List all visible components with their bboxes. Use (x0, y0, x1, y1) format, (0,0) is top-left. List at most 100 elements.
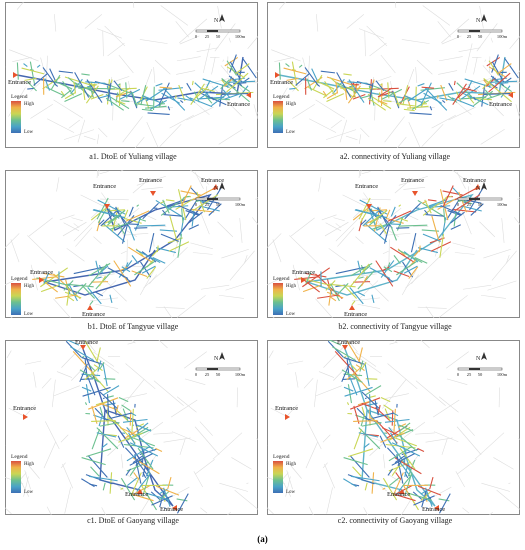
background-street (360, 434, 382, 442)
street-segment (113, 80, 123, 92)
street-segment (140, 473, 151, 487)
street-segment (164, 507, 167, 510)
street-segment (350, 475, 380, 482)
street-segment (142, 202, 159, 220)
background-street (292, 264, 300, 291)
background-street (23, 476, 29, 497)
background-street (62, 221, 87, 237)
street-segment (90, 281, 109, 283)
background-street (364, 30, 366, 57)
street-segment (381, 88, 403, 100)
street-segment (414, 256, 428, 264)
background-street (53, 298, 71, 318)
scale-label: 0 (457, 34, 460, 39)
background-street (24, 461, 40, 479)
street-segment (334, 351, 358, 377)
background-street (400, 499, 411, 515)
street-segment (350, 262, 373, 277)
street-segment (40, 284, 60, 293)
street-segment (278, 62, 281, 80)
street-segment (103, 385, 120, 396)
background-street (101, 507, 107, 515)
street-segment (457, 200, 461, 203)
background-street (346, 14, 365, 29)
street-segment (66, 291, 70, 306)
street-segment (423, 92, 443, 104)
north-arrow (219, 352, 225, 360)
street-segment (424, 209, 429, 215)
background-street (5, 233, 20, 248)
street-segment (88, 397, 119, 410)
entrance-label: Entrance (422, 506, 445, 513)
background-street (5, 507, 12, 515)
street-segment (427, 199, 437, 202)
street-segment (361, 362, 367, 370)
background-street (446, 351, 469, 369)
street-segment (347, 384, 353, 404)
street-segment (411, 99, 429, 110)
street-segment (431, 215, 440, 243)
street-segment (64, 92, 76, 100)
street-segment (155, 247, 177, 254)
street-segment (177, 234, 183, 258)
street-segment (95, 291, 104, 297)
background-street (77, 119, 86, 143)
street-segment (383, 266, 393, 273)
north-label: N (214, 186, 219, 192)
street-segment (448, 82, 454, 91)
background-street (64, 487, 71, 514)
street-segment (336, 282, 349, 296)
background-street (425, 246, 450, 271)
background-street (96, 28, 122, 39)
background-street (438, 56, 463, 62)
street-segment (151, 248, 159, 257)
street-segment (369, 210, 388, 224)
street-segment (378, 100, 388, 105)
street-segment (491, 61, 505, 83)
street-segment (504, 57, 519, 79)
street-segment (336, 72, 352, 98)
background-street (199, 421, 213, 436)
background-street (358, 134, 362, 145)
street-segment (458, 191, 467, 213)
street-segment (166, 199, 186, 207)
scale-label: 50 (216, 372, 221, 377)
entrance-marker (412, 191, 418, 196)
background-street (84, 14, 103, 29)
street-segment (151, 495, 173, 506)
background-street (234, 489, 258, 510)
legend-low: Low (286, 312, 296, 317)
background-street (361, 171, 371, 174)
background-street (267, 278, 281, 286)
street-segment (488, 60, 500, 76)
background-street (489, 511, 493, 515)
street-segment (90, 466, 100, 477)
street-segment (463, 87, 477, 92)
background-street (438, 396, 459, 413)
street-segment (415, 86, 417, 110)
background-street (366, 25, 388, 47)
background-street (170, 399, 198, 418)
street-segment (369, 394, 372, 415)
street-segment (425, 487, 433, 507)
street-segment (169, 215, 178, 243)
background-street (509, 35, 520, 49)
street-segment (396, 102, 416, 107)
street-segment (88, 262, 111, 277)
background-street (318, 371, 335, 378)
street-segment (98, 275, 106, 287)
street-segment (88, 83, 94, 98)
street-segment (352, 93, 366, 100)
street-segment (80, 378, 94, 380)
north-arrow (481, 14, 487, 22)
background-street (274, 57, 294, 63)
scale-label: 25 (205, 34, 210, 39)
street-segment (119, 427, 137, 436)
street-segment (124, 447, 140, 463)
street-segment (158, 82, 170, 106)
street-segment (121, 404, 131, 411)
street-segment (70, 346, 95, 362)
scale-bar-fill (207, 198, 218, 200)
street-segment (136, 424, 152, 432)
background-street (380, 54, 396, 74)
